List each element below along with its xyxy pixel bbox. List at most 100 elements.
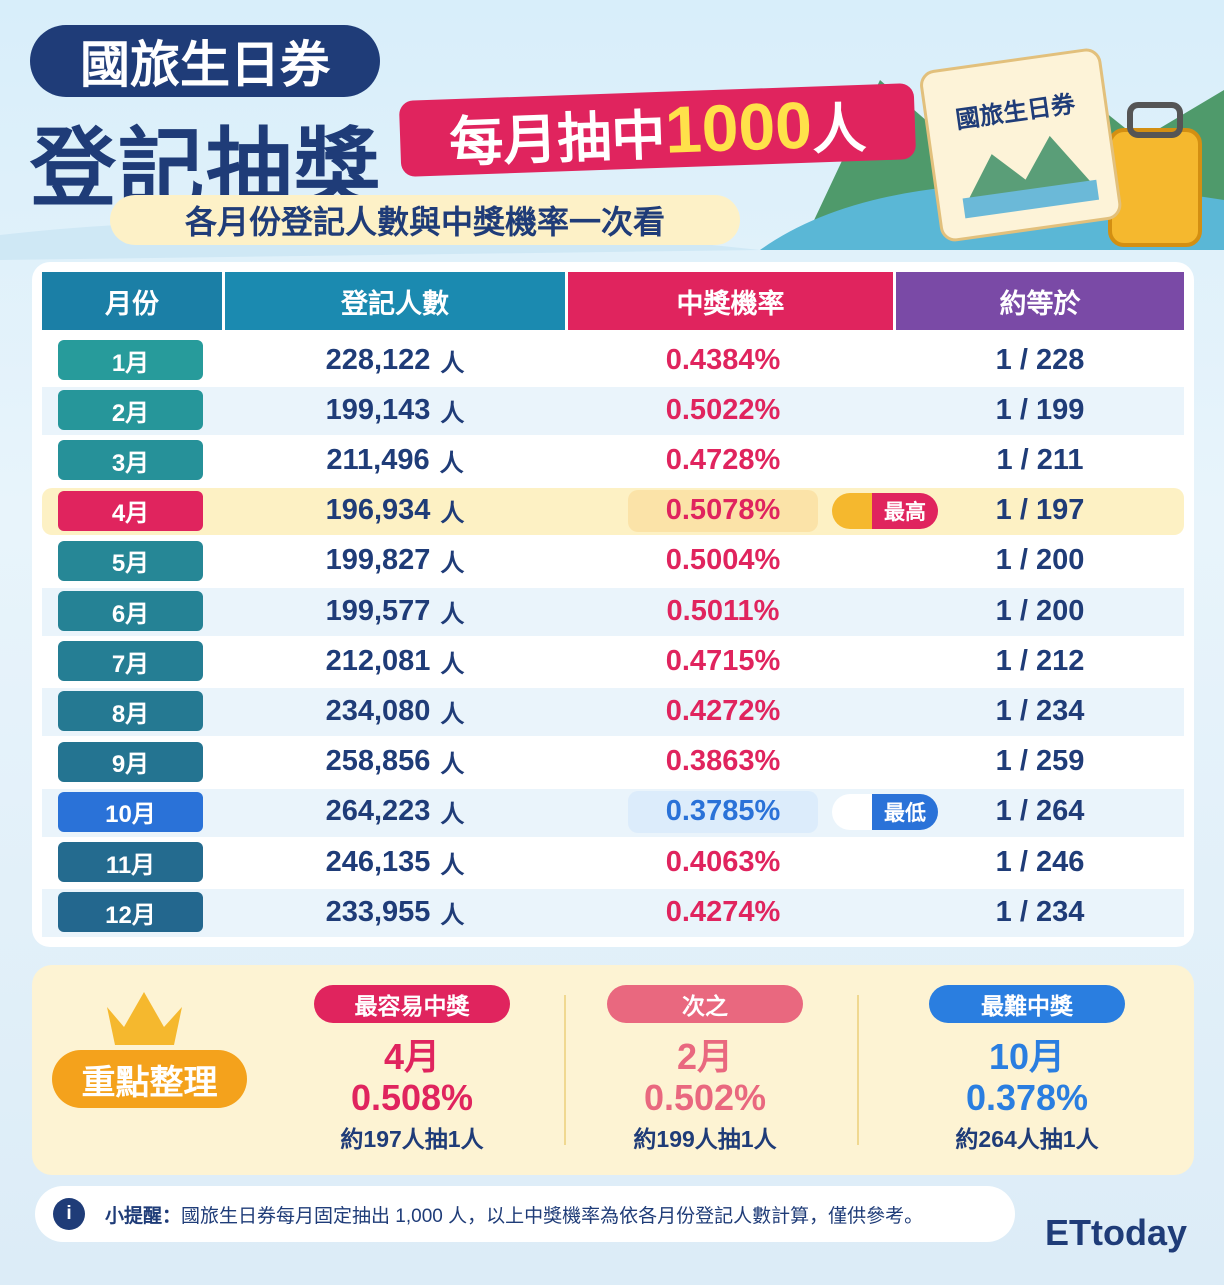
header-cell: 月份 xyxy=(42,272,222,330)
summary-note: 約199人抽1人 xyxy=(633,1126,777,1152)
month-pill: 5月 xyxy=(58,540,203,581)
summary-month: 2月 xyxy=(676,1036,734,1077)
rate: 0.4063% xyxy=(665,845,781,878)
summary-month: 10月 xyxy=(988,1036,1066,1077)
row-highlight xyxy=(42,487,1184,535)
registrants: 211,496 xyxy=(326,443,430,476)
month-pill: 10月 xyxy=(58,791,203,832)
logo: ETtoday xyxy=(1045,1212,1188,1253)
row-band xyxy=(42,688,1184,737)
summary-note: 約197人抽1人 xyxy=(340,1126,484,1152)
unit: 人 xyxy=(440,399,465,427)
month-pill: 2月 xyxy=(58,390,203,431)
badge: 最低 xyxy=(832,793,938,830)
ratio: 1 / 246 xyxy=(995,845,1085,878)
registrants: 234,080 人 xyxy=(225,688,565,734)
month-pill: 3月 xyxy=(58,440,203,481)
rate: 0.3785% xyxy=(628,790,818,833)
rate: 0.4728% xyxy=(665,443,781,476)
unit: 人 xyxy=(440,851,465,879)
registrants: 264,223 xyxy=(325,795,431,828)
unit: 人 xyxy=(440,600,465,628)
unit: 人 xyxy=(440,349,465,377)
unit: 人 xyxy=(440,751,465,779)
month-pill: 9月 xyxy=(58,741,203,782)
rate: 0.5011% xyxy=(666,594,780,627)
registrants: 199,827 人 xyxy=(225,538,565,584)
registrants: 228,122 人 xyxy=(225,337,565,383)
rate: 0.4272% xyxy=(665,694,781,727)
registrants: 199,143 xyxy=(325,393,431,426)
unit: 人 xyxy=(440,801,465,829)
month-pill: 1月 xyxy=(58,340,203,380)
summary-rate: 0.508% xyxy=(350,1077,474,1118)
ratio: 1 / 211 xyxy=(996,443,1084,476)
unit: 人 xyxy=(440,550,465,578)
month-pill: 12月 xyxy=(58,892,203,933)
registrants: 212,081 人 xyxy=(225,638,565,684)
summary-label: 最容易中獎 xyxy=(314,985,510,1023)
divider xyxy=(564,995,566,1145)
rate: 0.4274% xyxy=(665,895,781,928)
registrants: 212,081 xyxy=(325,644,431,677)
ratio: 1 / 199 xyxy=(995,393,1085,426)
month-pill: 4月 xyxy=(58,490,203,531)
registrants: 233,955 xyxy=(325,895,431,928)
note-pill: i 小提醒： 國旅生日券每月固定抽出 1,000 人，以上中獎機率為依各月份登記人… xyxy=(35,1186,1015,1242)
rate: 0.4384% xyxy=(665,343,781,376)
registrants: 199,577 xyxy=(325,594,431,627)
month-pill: 7月 xyxy=(58,641,203,682)
month-pill: 8月 xyxy=(58,691,203,732)
divider xyxy=(857,995,859,1145)
registrants: 228,122 xyxy=(325,343,431,376)
ratio: 1 / 200 xyxy=(995,544,1085,577)
banner-prefix: 每月抽中 xyxy=(448,105,667,173)
registrants: 199,143 人 xyxy=(225,387,565,433)
ratio: 1 / 212 xyxy=(995,644,1085,677)
rate: 0.3863% xyxy=(665,745,781,778)
rate: 0.5078% xyxy=(628,489,818,532)
banner-number: 1000 xyxy=(663,87,814,167)
row-band xyxy=(42,387,1184,436)
crown-icon xyxy=(107,992,182,1045)
registrants: 264,223 人 xyxy=(225,789,565,835)
rate: 0.5022% xyxy=(665,393,781,426)
ratio: 1 / 264 xyxy=(995,795,1085,828)
registrants: 199,827 xyxy=(325,544,431,577)
registrants: 258,856 人 xyxy=(225,739,565,785)
ratio: 1 / 200 xyxy=(995,594,1085,627)
banner: 每月抽中 1000 人 xyxy=(398,83,917,177)
rate: 0.4715% xyxy=(665,644,781,677)
header-cell: 約等於 xyxy=(896,272,1184,330)
summary-rate: 0.502% xyxy=(643,1077,767,1118)
rate: 0.5004% xyxy=(665,544,781,577)
ratio: 1 / 234 xyxy=(995,694,1085,727)
note-label: 小提醒： xyxy=(105,1205,182,1227)
header-cell: 中獎機率 xyxy=(568,272,893,330)
summary-label: 最難中獎 xyxy=(929,985,1125,1023)
month-pill: 11月 xyxy=(58,842,203,882)
registrants: 211,496 人 xyxy=(225,437,565,483)
registrants: 246,135 人 xyxy=(225,839,565,885)
title-top: 國旅生日券 xyxy=(30,25,380,97)
note-text: 國旅生日券每月固定抽出 1,000 人，以上中獎機率為依各月份登記人數計算，僅供… xyxy=(181,1205,924,1227)
unit: 人 xyxy=(440,500,465,528)
row-band xyxy=(42,788,1184,837)
row-band xyxy=(42,889,1184,938)
summary-month: 4月 xyxy=(383,1036,441,1077)
summary-title: 重點整理 xyxy=(52,1050,247,1108)
badge: 最高 xyxy=(832,492,938,529)
info-icon: i xyxy=(53,1198,85,1230)
summary-rate: 0.378% xyxy=(965,1077,1089,1118)
header-art xyxy=(0,48,1224,260)
registrants: 246,135 xyxy=(325,845,431,878)
registrants: 234,080 xyxy=(325,694,431,727)
summary-label: 次之 xyxy=(607,985,803,1023)
row-band xyxy=(42,588,1184,636)
header-cell: 登記人數 xyxy=(225,272,565,330)
month-pill: 6月 xyxy=(58,591,203,631)
registrants: 199,577 人 xyxy=(225,588,565,634)
registrants: 233,955 人 xyxy=(225,889,565,935)
ratio: 1 / 259 xyxy=(995,745,1085,778)
